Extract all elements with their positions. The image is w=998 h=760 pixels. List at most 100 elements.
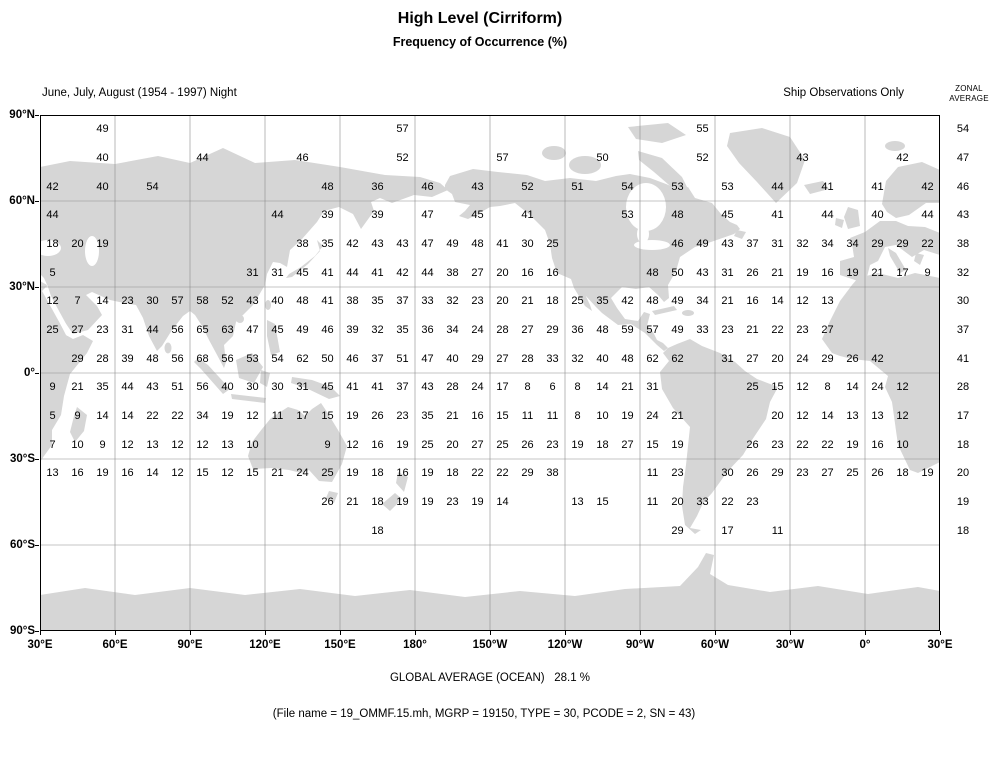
x-tick-mark [339,631,341,635]
x-tick-mark [489,631,491,635]
island-hispaniola [682,310,694,316]
zonal-average-value: 43 [956,209,970,222]
x-tick-label: 30°E [927,639,953,651]
zonal-average-value: 38 [956,238,970,250]
island-borneo [236,353,263,383]
island-nz-north [396,472,408,492]
zonal-header-line1: ZONAL [955,84,983,93]
y-tick-mark [35,114,39,116]
y-tick-mark [35,200,39,202]
x-tick-label: 60°E [102,639,128,651]
zonal-average-header: ZONAL AVERAGE [941,84,997,104]
map-area [40,115,940,631]
zonal-average-value: 54 [956,123,970,136]
x-tick-mark [189,631,191,635]
landmass-south-america [660,339,778,534]
x-tick-mark [639,631,641,635]
landmass-eurasia [40,148,448,368]
zonal-average-value: 41 [956,352,970,365]
landmass-africa-west [822,273,940,473]
island-ellesmere [628,123,686,143]
y-tick-mark [35,544,39,546]
x-tick-mark [114,631,116,635]
period-label: June, July, August (1954 - 1997) Night [42,87,237,99]
zonal-average-value: 18 [956,438,970,451]
x-tick-label: 180° [403,639,427,651]
island-hainan [236,315,244,323]
x-tick-label: 120°E [249,639,281,651]
island-srilanka [164,342,172,354]
island-tasmania [326,491,338,503]
landmass-greece [914,253,924,265]
island-baffin [638,151,688,191]
y-tick-label: 0° [24,367,35,379]
landmass-australia [248,403,347,482]
map-border [40,115,940,631]
zonal-average-value: 28 [956,381,970,394]
world-map [40,115,940,631]
zonal-average-value: 46 [956,180,970,193]
island-nz-south [382,493,402,511]
x-tick-mark [789,631,791,635]
island-java [231,394,266,403]
x-tick-mark [564,631,566,635]
landmass-north-america [445,169,740,351]
zonal-average-value: 20 [956,467,970,480]
hudson-bay [626,183,666,231]
island-banks [542,146,566,160]
x-tick-label: 90°E [177,639,203,651]
island-svalbard [885,141,905,151]
file-info-label: (File name = 19_OMMF.15.mh, MGRP = 19150… [272,708,696,720]
x-tick-mark [864,631,866,635]
x-tick-mark [939,631,941,635]
landmass-italy [888,248,906,273]
great-lakes [634,240,670,250]
y-tick-label: 60°N [9,195,35,207]
x-tick-label: 90°W [625,639,655,651]
y-tick-label: 30°N [9,281,35,293]
island-japan [286,240,323,278]
y-tick-mark [35,630,39,632]
island-newfoundland [734,230,746,239]
y-tick-label: 90°S [9,625,35,637]
zonal-average-value: 37 [956,324,970,336]
landmass-africa-east [40,281,93,462]
x-tick-label: 60°W [700,639,730,651]
zonal-average-value: 19 [956,496,970,508]
x-tick-label: 0° [859,639,871,651]
global-average-label: GLOBAL AVERAGE (OCEAN) 28.1 % [389,672,591,684]
x-tick-mark [264,631,266,635]
red-sea [42,287,71,336]
graticule [40,115,940,631]
island-sumatra [194,358,230,394]
zonal-average-value: 18 [956,524,970,537]
island-britain [844,207,860,229]
page-title: High Level (Cirriform) [397,10,563,27]
black-sea [40,240,61,256]
x-tick-label: 30°W [775,639,805,651]
island-greenland [727,128,805,203]
y-tick-mark [35,372,39,374]
island-taiwan [265,300,271,310]
x-tick-label: 150°E [324,639,356,651]
island-madagascar [70,407,87,442]
zonal-average-value: 30 [956,295,970,308]
x-tick-label: 150°W [472,639,508,651]
zonal-header-line2: AVERAGE [949,94,989,103]
y-tick-label: 90°N [9,109,35,121]
landmass-scandinavia [882,162,940,218]
x-tick-mark [714,631,716,635]
island-victoria [569,156,601,174]
x-tick-mark [39,631,41,635]
x-tick-label: 120°W [547,639,583,651]
x-tick-mark [414,631,416,635]
y-tick-label: 60°S [9,539,35,551]
page-subtitle: Frequency of Occurrence (%) [392,35,568,49]
x-tick-label: 30°E [27,639,53,651]
y-tick-mark [35,286,39,288]
zonal-average-value: 47 [956,152,970,164]
island-philippines [267,320,280,355]
island-new-guinea [291,377,340,399]
y-tick-label: 30°S [9,453,35,465]
